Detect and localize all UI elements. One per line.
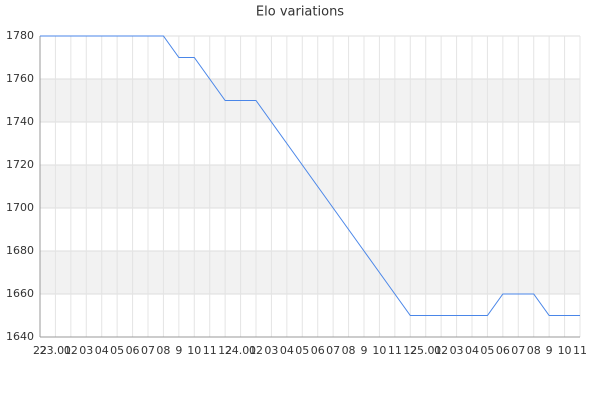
x-tick-label: 12	[403, 344, 417, 357]
x-tick-label: 22	[33, 344, 47, 357]
x-tick-label: 11	[573, 344, 587, 357]
y-tick-label: 1760	[6, 72, 34, 85]
y-tick-label: 1740	[6, 115, 34, 128]
x-tick-label: 9	[361, 344, 368, 357]
x-tick-label: 05	[480, 344, 494, 357]
y-tick-label: 1640	[6, 330, 34, 343]
x-tick-label: 04	[465, 344, 479, 357]
x-tick-label: 06	[496, 344, 510, 357]
x-tick-label: 02	[64, 344, 78, 357]
line	[40, 35, 580, 316]
x-tick-label: 08	[342, 344, 356, 357]
x-tick-label: 10	[187, 344, 201, 357]
x-tick-label: 04	[95, 344, 109, 357]
y-tick-label: 1680	[6, 244, 34, 257]
y-tick-label: 1700	[6, 201, 34, 214]
y-tick-label: 1660	[6, 287, 34, 300]
x-tick-label: 25.01	[410, 344, 442, 357]
x-tick-label: 23.01	[40, 344, 72, 357]
y-tick-label: 1720	[6, 158, 34, 171]
x-tick-label: 02	[249, 344, 263, 357]
x-tick-label: 9	[546, 344, 553, 357]
x-tick-label: 05	[110, 344, 124, 357]
x-tick-label: 06	[311, 344, 325, 357]
x-tick-label: 04	[280, 344, 294, 357]
x-tick-label: 12	[218, 344, 232, 357]
grid-band	[40, 165, 580, 208]
x-tick-label: 07	[141, 344, 155, 357]
x-tick-label: 08	[527, 344, 541, 357]
x-tick-label: 11	[203, 344, 217, 357]
x-tick-label: 10	[558, 344, 572, 357]
x-tick-label: 07	[326, 344, 340, 357]
x-tick-label: 05	[295, 344, 309, 357]
x-tick-label: 03	[450, 344, 464, 357]
y-tick-label: 1780	[6, 29, 34, 42]
x-tick-label: 03	[264, 344, 278, 357]
x-tick-label: 03	[79, 344, 93, 357]
x-tick-label: 02	[434, 344, 448, 357]
x-tick-label: 07	[511, 344, 525, 357]
x-tick-label: 08	[156, 344, 170, 357]
x-tick-label: 10	[372, 344, 386, 357]
grid-band	[40, 251, 580, 294]
x-tick-label: 24.01	[225, 344, 257, 357]
grid-band	[40, 79, 580, 122]
x-tick-label: 06	[126, 344, 140, 357]
x-tick-label: 9	[175, 344, 182, 357]
chart-title: Elo variations	[256, 5, 344, 20]
x-tick-label: 11	[388, 344, 402, 357]
